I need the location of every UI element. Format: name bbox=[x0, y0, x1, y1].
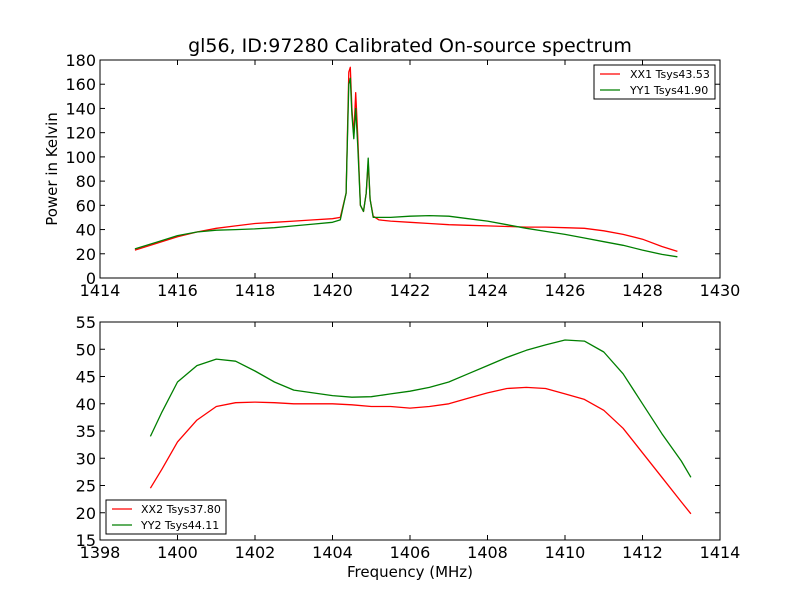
top-y-tick-label: 40 bbox=[76, 221, 96, 240]
top-y-tick-label: 0 bbox=[86, 269, 96, 288]
top-x-tick-label: 1418 bbox=[235, 281, 276, 300]
bottom-x-tick-label: 1414 bbox=[700, 543, 741, 562]
bottom-y-tick-label: 55 bbox=[76, 313, 96, 332]
bottom-x-tick-label: 1404 bbox=[312, 543, 353, 562]
top-y-tick-label: 60 bbox=[76, 196, 96, 215]
top-x-tick-label: 1424 bbox=[467, 281, 508, 300]
bottom-y-tick-label: 15 bbox=[76, 531, 96, 550]
bottom-subplot: 1398 1400 1402 1404 1406 1408 1410 1412 1414 15 20… bbox=[76, 313, 741, 581]
top-axis-ticks: 1414 1416 1418 1420 1422 1424 1426 1428 1430 0 20 4… bbox=[65, 51, 740, 300]
bottom-series-line-1 bbox=[149, 339, 692, 478]
bottom-y-tick-label: 40 bbox=[76, 395, 96, 414]
chart-title: gl56, ID:97280 Calibrated On-source spec… bbox=[188, 35, 632, 57]
legend-label-yy2: YY2 Tsys44.11 bbox=[140, 519, 219, 532]
top-x-tick-label: 1430 bbox=[700, 281, 741, 300]
top-legend-box bbox=[593, 64, 716, 100]
bottom-x-tick-label: 1406 bbox=[390, 543, 431, 562]
top-y-tick-label: 100 bbox=[65, 148, 96, 167]
bottom-legend-box bbox=[105, 499, 227, 535]
bottom-plot-frame bbox=[99, 321, 721, 541]
legend-label-xx1: XX1 Tsys43.53 bbox=[630, 68, 710, 81]
top-y-tick-label: 180 bbox=[65, 51, 96, 70]
legend-label-yy1: YY1 Tsys41.90 bbox=[629, 84, 708, 97]
bottom-y-tick-label: 35 bbox=[76, 422, 96, 441]
bottom-series-group bbox=[149, 339, 692, 515]
bottom-y-tick-label: 25 bbox=[76, 477, 96, 496]
bottom-legend: XX2 Tsys37.80 YY2 Tsys44.11 bbox=[105, 499, 227, 535]
top-x-tick-label: 1420 bbox=[312, 281, 353, 300]
top-y-tick-label: 160 bbox=[65, 75, 96, 94]
bottom-x-tick-label: 1400 bbox=[157, 543, 198, 562]
top-y-tick-label: 140 bbox=[65, 99, 96, 118]
bottom-y-tick-label: 50 bbox=[76, 340, 96, 359]
top-x-tick-label: 1422 bbox=[390, 281, 431, 300]
top-x-tick-label: 1416 bbox=[157, 281, 198, 300]
bottom-y-tick-label: 20 bbox=[76, 504, 96, 523]
x-axis-label: Frequency (MHz) bbox=[347, 563, 473, 581]
bottom-x-tick-label: 1398 bbox=[80, 543, 121, 562]
top-series-group bbox=[134, 66, 678, 258]
bottom-y-tick-label: 45 bbox=[76, 368, 96, 387]
bottom-axis-ticks: 1398 1400 1402 1404 1406 1408 1410 1412 1414 15 20… bbox=[76, 313, 741, 562]
top-subplot: gl56, ID:97280 Calibrated On-source spec… bbox=[43, 35, 740, 300]
bottom-x-tick-label: 1410 bbox=[545, 543, 586, 562]
top-y-tick-label: 20 bbox=[76, 245, 96, 264]
top-plot-frame bbox=[99, 59, 721, 279]
top-x-tick-label: 1428 bbox=[622, 281, 663, 300]
bottom-series-line-0 bbox=[149, 386, 692, 515]
top-y-tick-label: 80 bbox=[76, 172, 96, 191]
legend-label-xx2: XX2 Tsys37.80 bbox=[141, 503, 221, 516]
top-x-tick-label: 1426 bbox=[545, 281, 586, 300]
top-series-line-1 bbox=[134, 77, 678, 258]
bottom-x-tick-label: 1408 bbox=[467, 543, 508, 562]
y-axis-label: Power in Kelvin bbox=[43, 112, 61, 226]
top-y-tick-label: 120 bbox=[65, 124, 96, 143]
bottom-x-tick-label: 1402 bbox=[235, 543, 276, 562]
top-legend: XX1 Tsys43.53 YY1 Tsys41.90 bbox=[593, 64, 716, 100]
bottom-y-tick-label: 30 bbox=[76, 449, 96, 468]
bottom-x-tick-label: 1412 bbox=[622, 543, 663, 562]
top-x-tick-label: 1414 bbox=[80, 281, 121, 300]
